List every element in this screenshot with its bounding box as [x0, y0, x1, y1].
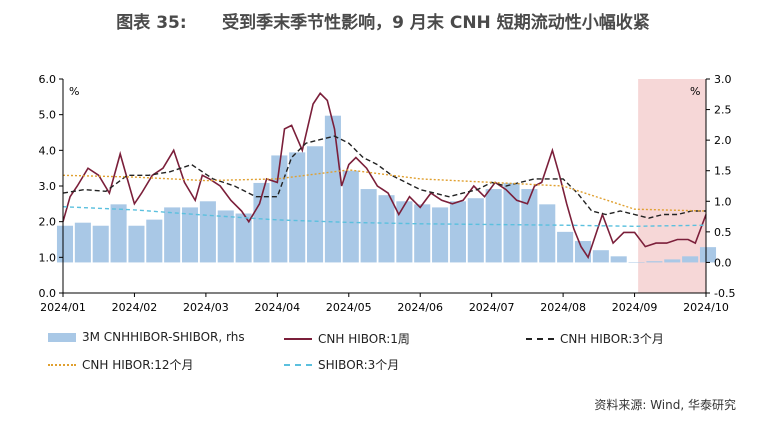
source-note: 资料来源: Wind, 华泰研究 [594, 398, 736, 412]
bar-spread-9 [217, 210, 234, 263]
bar-spread-1 [74, 222, 91, 263]
left-tick-label-4: 4.0 [39, 144, 57, 157]
bar-spread-7 [181, 207, 199, 263]
x-tick-label-0: 2024/01 [40, 301, 86, 314]
legend-item-shibor: SHIBOR:3个月 [284, 356, 399, 373]
bar-spread-31 [610, 256, 627, 263]
x-tick-label-7: 2024/08 [540, 301, 586, 314]
x-tick-label-1: 2024/02 [112, 301, 158, 314]
bar-spread-2 [92, 225, 109, 263]
legend-swatch-spread [48, 332, 76, 342]
bar-spread-22 [449, 201, 466, 263]
right-tick-label-4: 1.5 [714, 165, 732, 178]
line-series-4 [62, 206, 707, 228]
line-series-2 [62, 135, 706, 219]
bar-spread-27 [539, 204, 556, 263]
left-tick-label-3: 3.0 [39, 180, 57, 193]
right-tick-label-3: 1.0 [714, 195, 732, 208]
bar-spread-23 [467, 198, 484, 263]
right-tick-label-1: 0.0 [714, 256, 732, 269]
bar-spread-17 [360, 189, 377, 263]
x-tick-label-5: 2024/06 [397, 301, 443, 314]
bar-spread-6 [164, 207, 181, 263]
legend-item-1w: CNH HIBOR:1周 [284, 330, 410, 347]
bar-spread-8 [199, 201, 216, 263]
bar-spread-33 [646, 261, 663, 263]
bar-spread-30 [592, 250, 609, 263]
bar-spread-0 [56, 225, 74, 263]
legend-label-spread: 3M CNHHIBOR-SHIBOR, rhs [82, 330, 245, 344]
right-tick-label-5: 2.0 [714, 134, 732, 147]
x-tick-label-8: 2024/09 [612, 301, 658, 314]
bar-spread-25 [503, 182, 520, 263]
bar-spread-19 [396, 201, 413, 263]
bar-spread-11 [253, 182, 270, 263]
right-tick-label-7: 3.0 [714, 73, 732, 86]
legend-item-3m: CNH HIBOR:3个月 [526, 330, 664, 347]
bar-spread-5 [146, 219, 163, 263]
right-tick-label-6: 2.5 [714, 104, 732, 117]
bar-spread-4 [128, 225, 145, 263]
bar-spread-24 [485, 189, 502, 263]
bar-spread-29 [574, 241, 592, 263]
legend-item-spread: 3M CNHHIBOR-SHIBOR, rhs [48, 330, 245, 344]
x-tick-label-2: 2024/03 [183, 301, 229, 314]
left-tick-label-2: 2.0 [39, 216, 57, 229]
bar-spread-32 [628, 262, 645, 263]
bar-spread-16 [342, 170, 359, 263]
x-tick-label-4: 2024/05 [326, 301, 372, 314]
left-tick-label-0: 0.0 [39, 287, 57, 300]
legend-label-1w: CNH HIBOR:1周 [318, 332, 410, 346]
line-series-1 [62, 92, 707, 260]
legend-swatch-1w [284, 337, 312, 340]
bar-spread-3 [110, 204, 127, 263]
right-tick-label-0: -0.5 [714, 287, 735, 300]
legend-swatch-3m [526, 337, 554, 340]
right-unit-label: % [690, 85, 700, 98]
legend-label-3m: CNH HIBOR:3个月 [560, 332, 664, 346]
left-unit-label: % [69, 85, 79, 98]
bar-spread-21 [432, 207, 449, 263]
page-title: 图表 35: 受到季末季节性影响，9 月末 CNH 短期流动性小幅收紧 [116, 13, 650, 33]
left-tick-label-5: 5.0 [39, 109, 57, 122]
bar-spread-35 [682, 256, 699, 263]
legend-label-shibor: SHIBOR:3个月 [318, 358, 400, 372]
x-tick-label-9: 2024/10 [683, 301, 729, 314]
x-tick-label-3: 2024/04 [254, 301, 300, 314]
bar-spread-34 [664, 259, 681, 263]
bar-spread-18 [378, 195, 395, 263]
bar-spread-10 [235, 213, 252, 263]
legend-swatch-12m [48, 363, 76, 366]
bar-spread-26 [521, 189, 538, 263]
right-tick-label-2: 0.5 [714, 226, 732, 239]
bar-spread-20 [414, 204, 431, 263]
left-tick-label-1: 1.0 [39, 251, 57, 264]
legend-item-12m: CNH HIBOR:12个月 [48, 356, 194, 373]
legend-swatch-shibor [284, 363, 312, 366]
bar-spread-28 [557, 231, 574, 263]
bar-spread-13 [289, 152, 306, 263]
legend-label-12m: CNH HIBOR:12个月 [82, 358, 194, 372]
left-tick-label-6: 6.0 [39, 73, 57, 86]
bar-spread-14 [307, 146, 324, 263]
bar-spread-36 [699, 247, 717, 263]
x-tick-label-6: 2024/07 [469, 301, 515, 314]
